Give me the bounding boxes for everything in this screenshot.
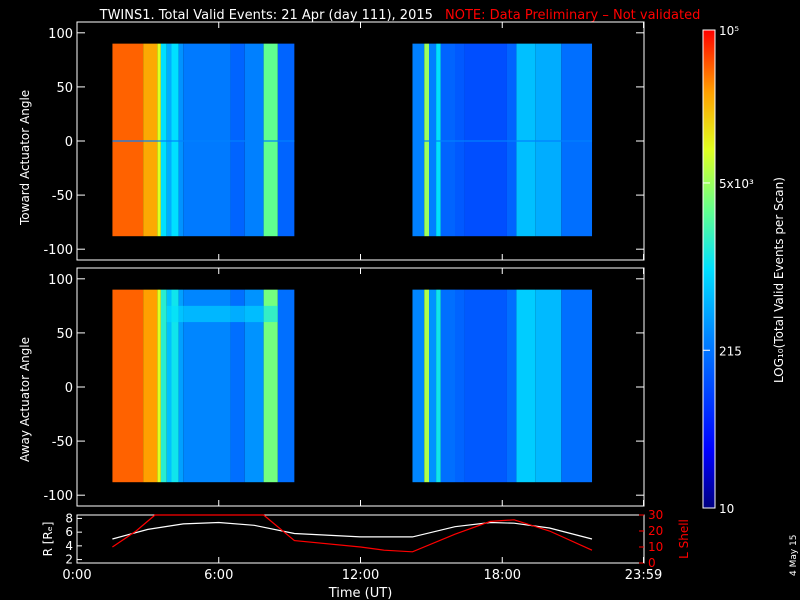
heatmap-stripe — [455, 43, 465, 237]
heatmap-stripe — [516, 289, 536, 483]
ytick-label: -100 — [43, 489, 73, 504]
ytick-label-left: 6 — [65, 525, 73, 539]
ytick-label-right: 10 — [648, 540, 663, 554]
heatmap-stripe — [429, 289, 437, 483]
heatmap-stripe — [157, 43, 161, 237]
heatmap-stripe — [535, 289, 562, 483]
heatmap-stripe — [277, 43, 295, 237]
ylabel-toward: Toward Actuator Angle — [18, 89, 32, 225]
colorbar-tick-label: 5x10³ — [719, 177, 754, 191]
heatmap-stripe — [412, 43, 425, 237]
heatmap-stripe — [506, 289, 517, 483]
xtick-label: 12:00 — [342, 568, 379, 583]
heatmap-stripe — [160, 43, 167, 237]
heatmap-stripe — [166, 43, 172, 237]
ytick-label-right: 0 — [648, 556, 656, 570]
heatmap-stripe — [440, 43, 455, 237]
heatmap-stripe — [178, 289, 184, 483]
heatmap-stripe — [436, 43, 441, 237]
heatmap-stripe — [277, 289, 295, 483]
ytick-label: 0 — [65, 381, 73, 396]
ytick-label-right: 20 — [648, 524, 663, 538]
heatmap-stripe — [143, 43, 158, 237]
ytick-label: -50 — [52, 189, 73, 204]
xtick-label: 23:59 — [625, 568, 662, 583]
ytick-label-left: 4 — [65, 539, 73, 553]
ylabel-away: Away Actuator Angle — [18, 336, 32, 462]
xtick-label: 18:00 — [484, 568, 521, 583]
colorbar: 10⁵ 5x10³ 215 10 — [702, 24, 754, 516]
heatmap-stripe — [244, 43, 264, 237]
heatmap-stripe — [429, 43, 437, 237]
panel-frame — [76, 514, 645, 564]
heatmap-stripe — [183, 43, 231, 237]
xtick-label: 6:00 — [204, 568, 233, 583]
ytick-label: 0 — [65, 135, 73, 150]
heatmap-stripe — [263, 289, 278, 483]
heatmap-stripe — [424, 289, 430, 483]
lshell-line — [112, 514, 593, 553]
heatmap-stripe — [112, 43, 144, 237]
colorbar-tick-label: 10⁵ — [719, 24, 739, 38]
heatmap-stripe — [440, 289, 455, 483]
heatmap-panel-toward: 100 50 0 -50 -100 — [43, 21, 645, 261]
heatmap-stripe — [464, 43, 507, 237]
ytick-label-left: 8 — [65, 511, 73, 525]
colorbar-tick-label: 215 — [719, 344, 742, 358]
heatmap-stripe — [464, 289, 507, 483]
ytick-label-left: 2 — [65, 553, 73, 567]
colorbar-label: LOG₁₀(Total Valid Events per Scan) — [772, 177, 786, 383]
heatmap-stripe — [230, 289, 245, 483]
colorbar-gradient — [702, 29, 716, 509]
heatmap-stripe — [157, 289, 161, 483]
figure-title: TWINS1. Total Valid Events: 21 Apr (day … — [0, 8, 800, 23]
ytick-label: -100 — [43, 243, 73, 258]
colorbar-tick-label: 10 — [719, 502, 734, 516]
heatmap-stripe — [178, 43, 184, 237]
title-main: TWINS1. Total Valid Events: 21 Apr (day … — [99, 8, 433, 23]
title-note: NOTE: Data Preliminary – Not validated — [445, 8, 701, 23]
heatmap-stripe — [561, 43, 593, 237]
ytick-label: 100 — [48, 273, 73, 288]
heatmap-stripe — [230, 43, 245, 237]
date-stamp: 4 May 15 — [789, 534, 799, 576]
heatmap-stripe — [112, 289, 144, 483]
heatmap-stripe — [424, 43, 430, 237]
heatmap-stripe — [160, 289, 167, 483]
heatmap-stripe — [535, 43, 562, 237]
heatmap-stripe — [455, 289, 465, 483]
ytick-label: 100 — [48, 27, 73, 42]
heatmap-band — [166, 305, 278, 323]
heatmap-stripe — [171, 43, 179, 237]
xaxis-label: Time (UT) — [328, 586, 393, 600]
heatmap-stripe — [561, 289, 593, 483]
heatmap-stripe — [436, 289, 441, 483]
xtick-label: 0:00 — [62, 568, 91, 583]
heatmap-stripe — [506, 43, 517, 237]
heatmap-stripe — [244, 289, 264, 483]
ylabel-left: R [Rₑ] — [41, 522, 55, 557]
heatmap-stripe — [171, 289, 179, 483]
ytick-label: -50 — [52, 435, 73, 450]
heatmap-stripe — [143, 289, 158, 483]
ytick-label: 50 — [56, 81, 73, 96]
heatmap-stripe — [516, 43, 536, 237]
ylabel-right: L Shell — [677, 519, 691, 559]
heatmap-stripe — [263, 43, 278, 237]
radius-line — [112, 521, 593, 540]
heatmap-stripe — [412, 289, 425, 483]
heatmap-stripe — [166, 289, 172, 483]
ytick-label-right: 30 — [648, 508, 663, 522]
ytick-label: 50 — [56, 327, 73, 342]
heatmap-panel-away: 100 50 0 -50 -100 — [43, 267, 645, 507]
